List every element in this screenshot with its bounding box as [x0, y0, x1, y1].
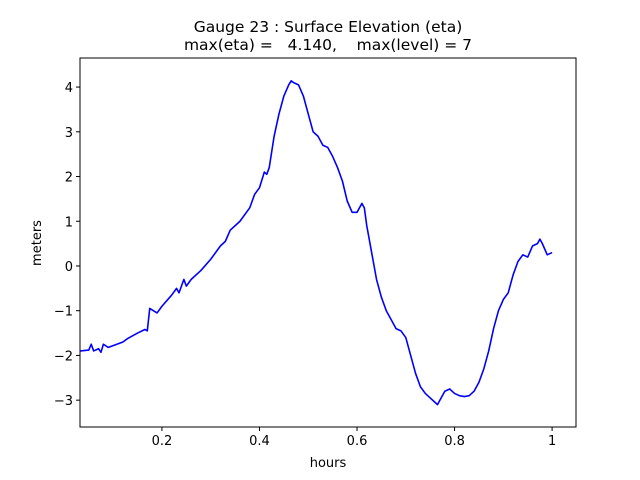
- y-tick-label: 0: [65, 260, 73, 275]
- y-tick-label: 4: [65, 81, 73, 96]
- y-tick-label: 1: [65, 215, 73, 230]
- chart-title: Gauge 23 : Surface Elevation (eta): [194, 18, 463, 36]
- chart-subtitle: max(eta) = 4.140, max(level) = 7: [184, 36, 472, 54]
- x-tick-label: 0.8: [444, 434, 465, 449]
- x-tick-label: 1: [548, 434, 556, 449]
- y-tick-label: 2: [65, 171, 73, 186]
- x-tick-label: 0.6: [347, 434, 368, 449]
- plot-frame: [79, 57, 577, 428]
- x-axis-label: hours: [310, 456, 347, 471]
- y-tick-label: −1: [54, 305, 73, 320]
- y-tick-label: 3: [65, 126, 73, 141]
- x-tick-label: 0.2: [152, 434, 173, 449]
- y-tick-label: −3: [54, 394, 73, 409]
- x-tick-label: 0.4: [249, 434, 270, 449]
- y-axis-label: meters: [30, 220, 45, 266]
- y-tick-label: −2: [54, 349, 73, 364]
- data-line: [80, 80, 553, 406]
